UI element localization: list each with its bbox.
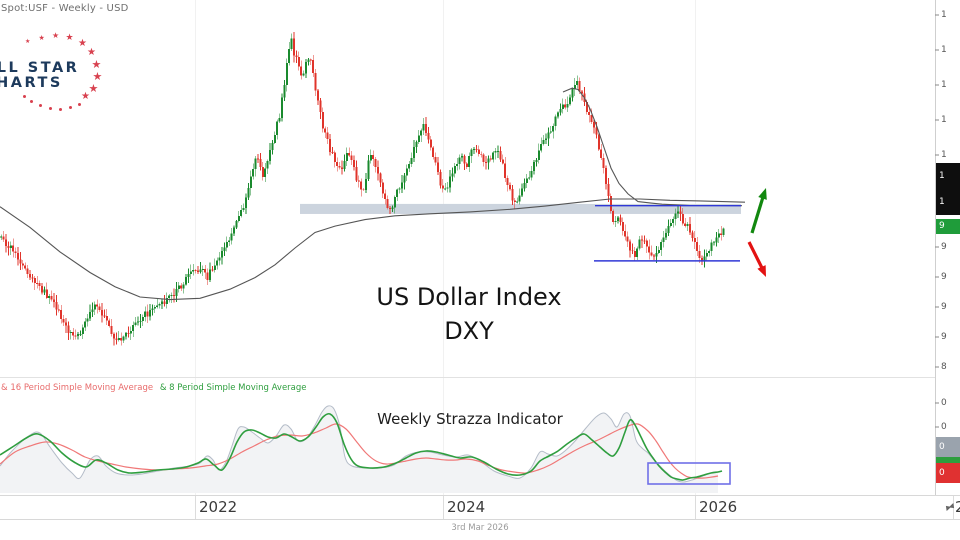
logo-star-icon: ★: [78, 38, 87, 49]
logo-dot: [23, 95, 26, 98]
price-axis-label: 9: [941, 272, 947, 282]
date-axis-separator: [195, 496, 196, 519]
chart-title-line1: US Dollar Index: [376, 283, 562, 311]
logo-star-icon: ★: [52, 31, 60, 40]
footer-date: 3rd Mar 2026: [451, 523, 509, 533]
logo-star-icon: ★: [88, 81, 99, 95]
date-axis-label: 2022: [199, 498, 238, 516]
logo-star-icon: ★: [92, 69, 103, 83]
logo-star-icon: ★: [25, 38, 31, 45]
date-axis-label: 2: [955, 498, 960, 516]
date-axis-label: 2024: [447, 498, 486, 516]
price-axis-label: 1: [941, 80, 947, 90]
axis-resize-icon[interactable]: [944, 501, 956, 515]
chart-title-line2: DXY: [444, 317, 494, 345]
indicator-line: [0, 405, 719, 483]
logo-dot: [69, 106, 72, 109]
candlesticks: [0, 32, 725, 346]
chart-title: US Dollar Index DXY: [376, 280, 561, 348]
date-axis-label: 2026: [699, 498, 738, 516]
price-value-box: 9: [936, 219, 960, 234]
price-axis-label: 9: [941, 302, 947, 312]
legend-sma8-label: & 8 Period Simple Moving Average: [159, 383, 307, 393]
legend-sma16-label: & 16 Period Simple Moving Average: [1, 383, 154, 393]
price-value-box: [936, 457, 960, 463]
up-arrow: [750, 196, 765, 234]
price-axis-label: 9: [941, 332, 947, 342]
highlight-box: [647, 462, 731, 485]
logo-star-icon: ★: [65, 32, 74, 43]
indicator-title: Weekly Strazza Indicator: [377, 410, 563, 428]
price-axis-label: 1: [941, 150, 947, 160]
date-axis-separator: [695, 496, 696, 519]
logo-dot: [78, 103, 81, 106]
price-axis-label: 1: [941, 45, 947, 55]
down-arrow: [747, 241, 764, 269]
price-axis-label: 0: [941, 422, 947, 432]
down-arrow-head: [757, 265, 766, 277]
sma8-line: [0, 412, 723, 481]
logo-text-line2: CHARTS: [0, 75, 63, 91]
price-axis-label: 1: [941, 10, 947, 20]
price-axis-label: 9: [941, 242, 947, 252]
moving-average-fast: [562, 87, 743, 207]
logo-star-icon: ★: [87, 47, 96, 58]
indicator-legend: & 16 Period Simple Moving Average & 8 Pe…: [1, 383, 307, 393]
logo-dot: [39, 104, 42, 107]
price-value-box: 0: [936, 437, 960, 457]
logo-star-icon: ★: [91, 57, 102, 71]
logo-dot: [59, 108, 62, 111]
logo-text-line1: ALL STAR: [0, 60, 80, 76]
logo-dot: [49, 107, 52, 110]
symbol-header: Spot:USF - Weekly - USD: [1, 3, 129, 14]
indicator-area-fill: [0, 405, 718, 493]
date-axis-separator: [443, 496, 444, 519]
price-value-box: 0: [936, 463, 960, 483]
price-axis-label: 0: [941, 398, 947, 408]
logo-dot: [30, 100, 33, 103]
date-axis[interactable]: 2022 2024 2026 2: [0, 495, 960, 520]
support-zone-band: [300, 203, 741, 214]
logo-star-icon: ★: [81, 91, 90, 102]
price-value-box: 1: [936, 163, 960, 189]
moving-average-slow: [0, 198, 746, 301]
price-value-box: 1: [936, 189, 960, 215]
price-axis-label: 8: [941, 362, 947, 372]
allstarcharts-logo: ALL STAR CHARTS ★★★★★★★★★★: [0, 32, 110, 111]
logo-star-icon: ★: [38, 33, 45, 42]
up-arrow-head: [758, 188, 767, 200]
price-axis-label: 1: [941, 115, 947, 125]
